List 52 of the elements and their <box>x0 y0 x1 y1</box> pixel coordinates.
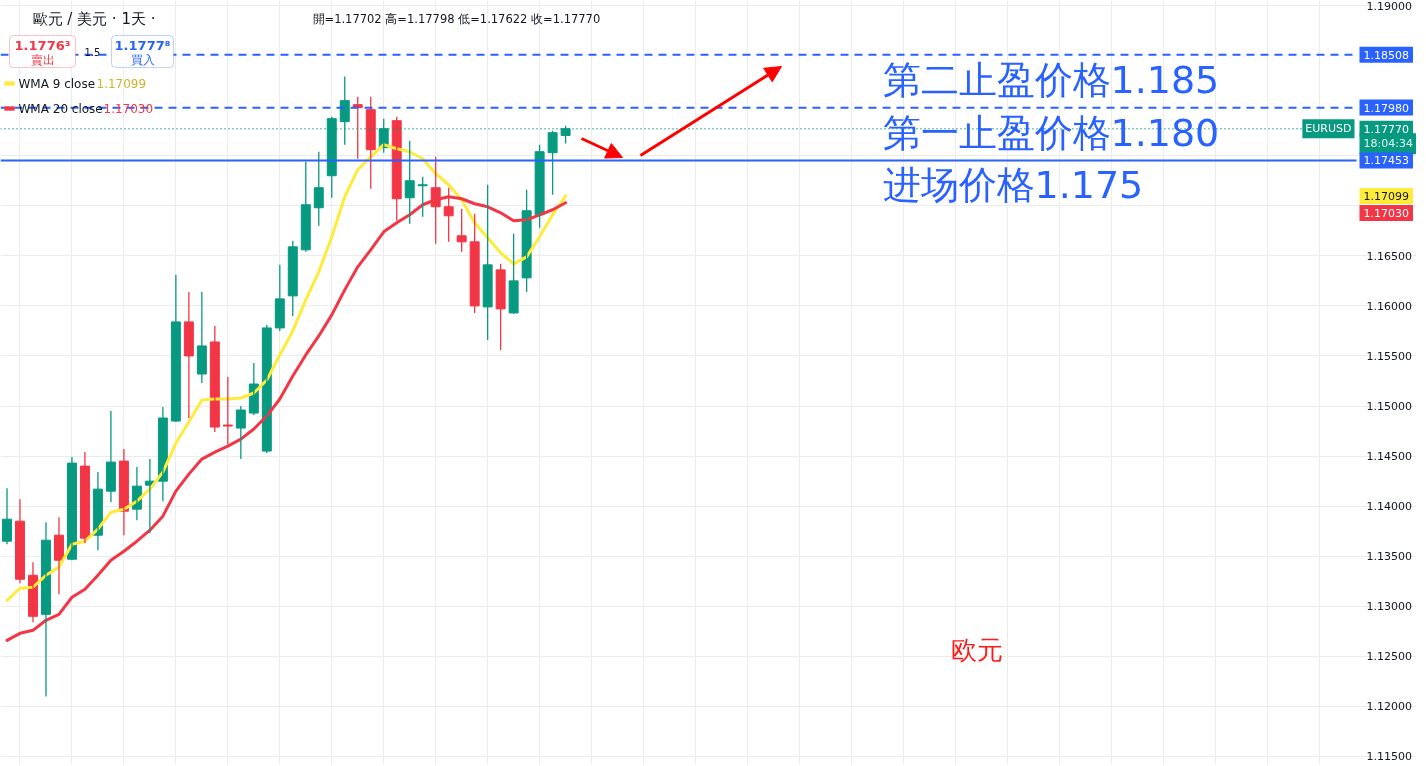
annotation: 1.1777⁸ <box>114 38 171 53</box>
candlestick <box>534 144 545 229</box>
candlestick <box>469 213 480 314</box>
annotation: 18:04:34 <box>1363 137 1413 151</box>
ref-line-label: EURUSD <box>1305 122 1352 136</box>
annotation: 1.18508 <box>1363 48 1409 62</box>
ref-line-label: 第二止盈价格1.185 <box>882 57 1220 102</box>
y-tick-label: 1.19000 <box>1366 0 1412 13</box>
annotation: 賣出 <box>30 52 55 67</box>
legend-label: WMA 9 close <box>18 76 96 91</box>
y-tick-label: 1.12500 <box>1366 650 1412 664</box>
ref-line-label: 进场价格1.175 <box>882 163 1144 208</box>
y-tick-label: 1.14500 <box>1366 450 1412 464</box>
annotation: 1.17453 <box>1363 154 1409 168</box>
annotation: 買入 <box>130 52 155 67</box>
candlestick <box>417 176 428 218</box>
candlestick <box>287 240 298 317</box>
y-tick-label: 1.15000 <box>1366 400 1412 414</box>
candlestick <box>300 161 311 253</box>
candlestick <box>521 189 532 293</box>
candlestick <box>313 151 324 227</box>
y-tick-label: 1.11500 <box>1366 750 1412 764</box>
candlestick <box>222 376 233 445</box>
text: 歐元 / 美元 · 1天 · <box>32 9 156 28</box>
candlestick <box>482 184 493 341</box>
annotation: 1.5 <box>84 46 101 58</box>
ref-line-label: 第一止盈价格1.180 <box>882 110 1220 155</box>
candlestick <box>456 208 467 253</box>
annotation: 1.17770 <box>1363 122 1409 136</box>
candlestick <box>365 95 376 190</box>
y-tick-label: 1.16000 <box>1366 299 1412 313</box>
annotation: 1.17030 <box>1363 207 1409 220</box>
y-tick-label: 1.14000 <box>1366 500 1412 514</box>
y-tick-label: 1.12000 <box>1366 700 1412 714</box>
annotation: 1.17099 <box>1363 189 1409 203</box>
y-tick-label: 1.15500 <box>1366 349 1412 363</box>
annotation: 1.17099 <box>96 77 147 91</box>
candlestick <box>235 405 246 460</box>
candlestick <box>495 263 506 351</box>
candlestick <box>547 130 558 196</box>
y-tick-label: 1.13000 <box>1366 600 1412 614</box>
annotation: 欧元 <box>950 636 1003 665</box>
annotation: 1.17980 <box>1363 101 1409 115</box>
candlestick <box>508 233 519 315</box>
y-tick-label: 1.13500 <box>1366 550 1412 564</box>
y-tick-label: 1.16500 <box>1366 249 1412 263</box>
legend-label: WMA 20 close <box>18 101 103 116</box>
annotation: 1.17030 <box>103 102 154 116</box>
candlestick <box>404 140 415 225</box>
candlestick <box>274 264 285 332</box>
text: 開=1.17702 高=1.17798 低=1.17622 收=1.17770 <box>312 11 601 26</box>
annotation: 1.1776³ <box>14 38 71 53</box>
